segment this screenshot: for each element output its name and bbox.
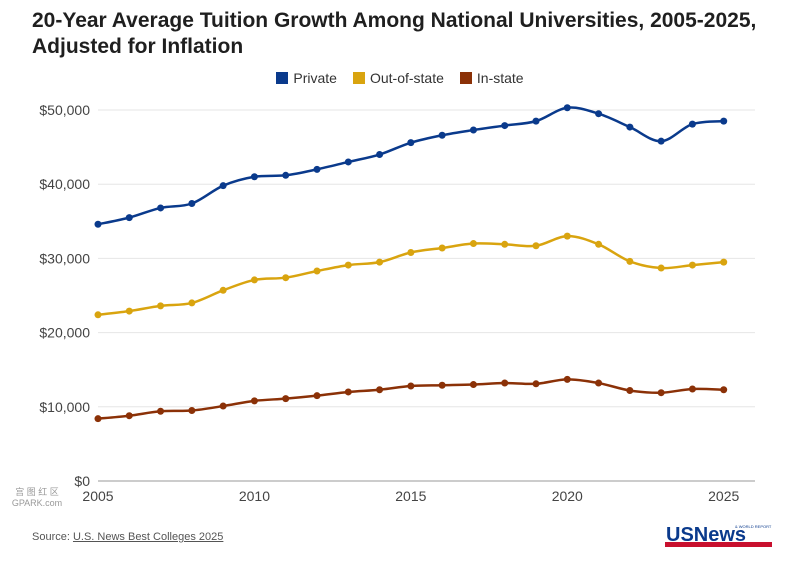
y-tick-label-20000: $20,000 bbox=[39, 325, 90, 341]
watermark-line-1: 宫 图 红 区 bbox=[15, 487, 59, 497]
x-tick-label-2020: 2020 bbox=[552, 488, 583, 504]
data-point-out-of-state-2007 bbox=[157, 302, 165, 310]
data-point-in-state-2011 bbox=[282, 395, 290, 403]
data-point-private-2019 bbox=[532, 117, 540, 125]
data-point-out-of-state-2015 bbox=[407, 248, 415, 256]
data-point-private-2007 bbox=[157, 204, 165, 212]
data-point-in-state-2024 bbox=[688, 385, 696, 393]
data-point-in-state-2006 bbox=[125, 412, 133, 420]
data-point-in-state-2017 bbox=[469, 381, 477, 389]
data-point-in-state-2014 bbox=[376, 386, 384, 394]
legend-label-in-state: In-state bbox=[476, 70, 524, 86]
x-tick-label-2005: 2005 bbox=[82, 488, 113, 504]
legend-swatch-out-of-state bbox=[352, 72, 365, 84]
legend-swatch-in-state bbox=[459, 72, 472, 84]
data-point-in-state-2020 bbox=[563, 375, 571, 383]
x-tick-label-2015: 2015 bbox=[395, 488, 426, 504]
data-point-out-of-state-2024 bbox=[688, 261, 696, 269]
data-point-private-2014 bbox=[376, 151, 384, 159]
logo-main-text: USNews bbox=[666, 524, 746, 546]
data-point-out-of-state-2016 bbox=[438, 244, 446, 252]
data-point-in-state-2012 bbox=[313, 392, 321, 400]
legend-item-out-of-state[interactable]: Out-of-state bbox=[352, 68, 444, 88]
data-point-out-of-state-2014 bbox=[376, 258, 384, 266]
data-point-private-2017 bbox=[469, 126, 477, 134]
data-point-in-state-2019 bbox=[532, 380, 540, 388]
data-point-out-of-state-2009 bbox=[219, 286, 227, 294]
legend: Private Out-of-state In-state bbox=[0, 68, 800, 88]
x-tick-label-2025: 2025 bbox=[708, 488, 739, 504]
y-tick-label-10000: $10,000 bbox=[39, 399, 90, 415]
data-point-out-of-state-2005 bbox=[94, 311, 102, 319]
legend-swatch-private bbox=[276, 72, 289, 84]
logo-small-text: & WORLD REPORT bbox=[735, 524, 772, 529]
watermark-line-2: GPARK.com bbox=[11, 498, 63, 508]
data-point-private-2008 bbox=[188, 199, 196, 207]
data-point-private-2010 bbox=[250, 173, 258, 181]
data-point-private-2025 bbox=[720, 117, 728, 125]
data-point-in-state-2005 bbox=[94, 415, 102, 423]
y-tick-label-30000: $30,000 bbox=[39, 250, 90, 266]
data-point-out-of-state-2020 bbox=[563, 232, 571, 240]
data-point-in-state-2013 bbox=[344, 388, 352, 396]
data-point-in-state-2025 bbox=[720, 386, 728, 394]
x-tick-label-2010: 2010 bbox=[239, 488, 270, 504]
y-tick-label-40000: $40,000 bbox=[39, 176, 90, 192]
y-tick-label-0: $0 bbox=[74, 473, 90, 489]
data-point-private-2015 bbox=[407, 139, 415, 147]
data-point-in-state-2023 bbox=[657, 389, 665, 397]
legend-label-private: Private bbox=[293, 70, 337, 86]
data-point-private-2012 bbox=[313, 165, 321, 173]
source-label: Source: bbox=[32, 531, 73, 543]
data-point-out-of-state-2018 bbox=[501, 240, 509, 248]
data-point-private-2020 bbox=[563, 104, 571, 112]
data-point-out-of-state-2023 bbox=[657, 264, 665, 272]
data-point-in-state-2015 bbox=[407, 382, 415, 390]
legend-item-private[interactable]: Private bbox=[276, 68, 337, 88]
data-point-private-2013 bbox=[344, 158, 352, 166]
data-point-private-2005 bbox=[94, 220, 102, 228]
data-point-out-of-state-2022 bbox=[626, 257, 634, 265]
data-point-out-of-state-2006 bbox=[125, 307, 133, 315]
data-point-in-state-2018 bbox=[501, 379, 509, 387]
legend-item-in-state[interactable]: In-state bbox=[459, 68, 524, 88]
chart-title: 20-Year Average Tuition Growth Among Nat… bbox=[32, 9, 757, 58]
source-note: Source: U.S. News Best Colleges 2025 bbox=[32, 531, 223, 543]
data-point-private-2022 bbox=[626, 123, 634, 131]
data-point-out-of-state-2021 bbox=[595, 240, 603, 248]
source-link[interactable]: U.S. News Best Colleges 2025 bbox=[72, 531, 224, 543]
y-tick-label-50000: $50,000 bbox=[39, 102, 90, 118]
data-point-in-state-2021 bbox=[595, 379, 603, 387]
data-point-in-state-2016 bbox=[438, 381, 446, 389]
data-point-private-2009 bbox=[219, 182, 227, 190]
data-point-out-of-state-2008 bbox=[188, 299, 196, 307]
data-point-in-state-2008 bbox=[188, 407, 196, 415]
data-point-private-2021 bbox=[595, 110, 603, 118]
data-point-private-2016 bbox=[438, 131, 446, 139]
data-point-private-2018 bbox=[501, 122, 509, 130]
data-point-in-state-2010 bbox=[250, 397, 258, 405]
data-point-private-2011 bbox=[282, 171, 290, 179]
data-point-in-state-2009 bbox=[219, 402, 227, 410]
data-point-out-of-state-2025 bbox=[720, 258, 728, 266]
legend-label-out-of-state: Out-of-state bbox=[369, 70, 444, 86]
data-point-out-of-state-2012 bbox=[313, 267, 321, 275]
watermark: 宫 图 红 区 GPARK.com bbox=[8, 487, 66, 509]
data-point-in-state-2022 bbox=[626, 386, 634, 394]
data-point-out-of-state-2011 bbox=[282, 274, 290, 282]
data-point-private-2023 bbox=[657, 137, 665, 145]
data-point-in-state-2007 bbox=[157, 407, 165, 415]
data-point-private-2006 bbox=[125, 214, 133, 222]
us-news-logo: USNews & WORLD REPORT bbox=[665, 523, 772, 547]
data-point-private-2024 bbox=[688, 120, 696, 128]
data-point-out-of-state-2013 bbox=[344, 261, 352, 269]
data-point-out-of-state-2010 bbox=[250, 276, 258, 284]
data-point-out-of-state-2019 bbox=[532, 242, 540, 250]
data-point-out-of-state-2017 bbox=[469, 240, 477, 248]
